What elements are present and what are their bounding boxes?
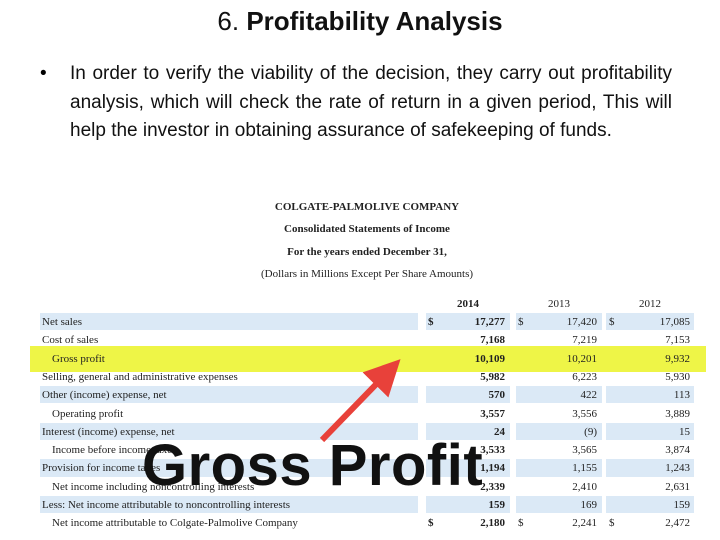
row-label: Other (income) expense, net [42,389,167,402]
arrow [319,359,401,443]
row-band [606,386,694,404]
cell-value: 3,874 [665,444,690,457]
row-band [606,422,694,441]
row-band [516,496,602,514]
cell-value: 3,533 [480,444,505,457]
currency: $ [609,316,615,328]
cell-value: 15 [679,425,690,438]
cell-value: 5,930 [665,370,690,383]
cell-value: 9,932 [665,352,690,365]
cell-value: 2,631 [665,480,690,493]
cell-value: 7,153 [665,334,690,347]
title-number: 6. [217,6,240,36]
cell-value: 7,168 [480,334,505,347]
slide-title: 6. Profitability Analysis [0,6,720,37]
cell-value: 3,889 [665,407,690,420]
currency: $ [518,316,524,328]
row-band [426,422,510,441]
row-band [606,313,694,331]
row-label: Cost of sales [42,334,99,347]
currency: $ [518,517,524,530]
cell-value: 2,410 [572,480,597,493]
cell-value: 1,155 [572,462,597,475]
currency: $ [428,517,434,530]
row-label: Net sales [42,316,83,328]
row-band [426,459,510,477]
callout: Gross Profit [142,433,484,498]
row-band [606,496,694,514]
cell-value: 169 [580,499,598,511]
cell-value: 2,472 [665,517,690,530]
cell-value: 2,339 [480,480,505,493]
row-band [426,313,510,331]
row-label: Selling, general and administrative expe… [42,370,238,383]
row-band [606,459,694,477]
cell-value: 3,557 [480,407,505,420]
cell-value: 1,243 [665,462,690,475]
row-band [40,459,418,477]
cell-value: 113 [673,389,690,402]
row-band [516,459,602,477]
units: (Dollars in Millions Except Per Share Am… [260,268,474,280]
cell-value: 17,085 [659,316,690,328]
cell-value: 2,180 [480,517,505,530]
row-label: Less: Net income attributable to noncont… [42,499,291,511]
row-band [426,386,510,404]
period: For the years ended December 31, [287,246,447,258]
cell-value: 10,109 [474,352,505,365]
row-band [40,313,418,331]
cell-value: 159 [488,499,506,511]
cell-value: 17,420 [566,316,597,328]
bullet-text: In order to verify the viability of the … [70,63,672,142]
row-label: Operating profit [52,407,124,420]
title-text: Profitability Analysis [246,6,503,36]
row-band [426,496,510,514]
row-band [516,422,602,441]
cell-value: 3,556 [572,407,597,420]
cell-value: 7,219 [572,334,597,347]
cell-value: 10,201 [566,352,597,365]
cell-value: 5,982 [480,370,505,383]
currency: $ [428,316,434,328]
bullet-dot: • [40,63,47,84]
row-band [40,386,418,404]
row-label: Provision for income taxes [42,462,161,475]
row-label: Gross profit [52,352,105,365]
row-label: Interest (income) expense, net [42,425,175,438]
cell-value: (9) [584,425,597,438]
currency: $ [609,517,615,530]
cell-value: 159 [673,499,691,511]
row-label: Net income including noncontrolling inte… [52,480,255,493]
cell-value: 24 [494,425,505,438]
cell-value: 422 [580,389,598,402]
cell-value: 2,241 [572,517,597,530]
row-band [40,496,418,514]
row-band [516,386,602,404]
cell-value: 3,565 [572,444,597,457]
row-band [516,313,602,331]
cell-value: 6,223 [572,370,597,383]
heading: Consolidated Statements of Income [284,223,450,235]
row-label: Income before income taxes [52,444,177,457]
cell-value: 1,194 [480,462,505,475]
company: COLGATE-PALMOLIVE COMPANY [274,201,460,213]
row-label: Net income attributable to Colgate-Palmo… [52,517,298,530]
cell-value: 17,277 [474,316,505,328]
cell-value: 570 [488,389,506,402]
